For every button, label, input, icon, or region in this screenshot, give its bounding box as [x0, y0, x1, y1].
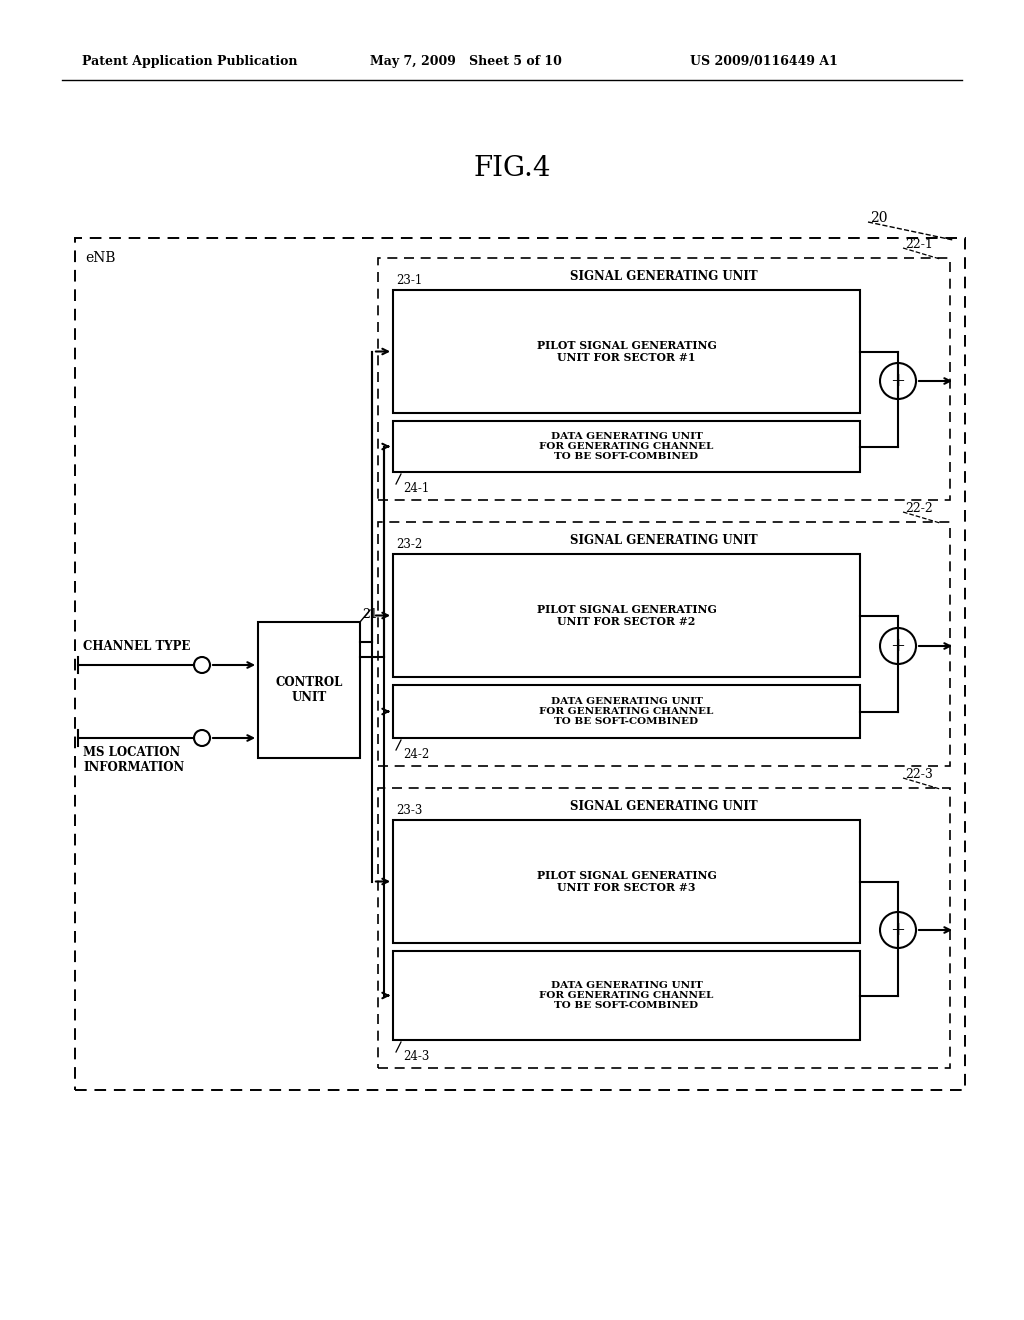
Text: 22-2: 22-2: [905, 502, 933, 515]
Text: US 2009/0116449 A1: US 2009/0116449 A1: [690, 55, 838, 69]
Bar: [393, 685, 860, 738]
Text: 22-1: 22-1: [905, 238, 933, 251]
Text: CONTROL
UNIT: CONTROL UNIT: [275, 676, 343, 704]
Bar: [393, 554, 860, 677]
Bar: [393, 820, 860, 942]
Bar: [378, 521, 950, 766]
Bar: [378, 788, 950, 1068]
Bar: [393, 421, 860, 473]
Text: +: +: [891, 921, 905, 939]
Bar: [258, 622, 360, 758]
Text: DATA GENERATING UNIT
FOR GENERATING CHANNEL
TO BE SOFT-COMBINED: DATA GENERATING UNIT FOR GENERATING CHAN…: [540, 697, 714, 726]
Text: Patent Application Publication: Patent Application Publication: [82, 55, 298, 69]
Text: MS LOCATION
INFORMATION: MS LOCATION INFORMATION: [83, 746, 184, 774]
Text: 22-3: 22-3: [905, 767, 933, 780]
Text: PILOT SIGNAL GENERATING
UNIT FOR SECTOR #1: PILOT SIGNAL GENERATING UNIT FOR SECTOR …: [537, 339, 717, 363]
Text: May 7, 2009   Sheet 5 of 10: May 7, 2009 Sheet 5 of 10: [370, 55, 562, 69]
Bar: [75, 238, 965, 1090]
Text: 21: 21: [362, 607, 378, 620]
Text: 24-3: 24-3: [403, 1049, 429, 1063]
Text: +: +: [891, 372, 905, 389]
Text: 23-1: 23-1: [396, 273, 422, 286]
Bar: [378, 257, 950, 500]
Bar: [393, 290, 860, 413]
Text: FIG.4: FIG.4: [473, 154, 551, 181]
Text: PILOT SIGNAL GENERATING
UNIT FOR SECTOR #2: PILOT SIGNAL GENERATING UNIT FOR SECTOR …: [537, 603, 717, 627]
Text: SIGNAL GENERATING UNIT: SIGNAL GENERATING UNIT: [570, 269, 758, 282]
Text: DATA GENERATING UNIT
FOR GENERATING CHANNEL
TO BE SOFT-COMBINED: DATA GENERATING UNIT FOR GENERATING CHAN…: [540, 981, 714, 1010]
Text: 23-3: 23-3: [396, 804, 422, 817]
Text: SIGNAL GENERATING UNIT: SIGNAL GENERATING UNIT: [570, 800, 758, 813]
Text: 24-1: 24-1: [403, 482, 429, 495]
Text: CHANNEL TYPE: CHANNEL TYPE: [83, 640, 190, 653]
Text: DATA GENERATING UNIT
FOR GENERATING CHANNEL
TO BE SOFT-COMBINED: DATA GENERATING UNIT FOR GENERATING CHAN…: [540, 432, 714, 462]
Text: 23-2: 23-2: [396, 537, 422, 550]
Text: 24-2: 24-2: [403, 747, 429, 760]
Text: eNB: eNB: [85, 251, 116, 265]
Text: +: +: [891, 638, 905, 655]
Text: PILOT SIGNAL GENERATING
UNIT FOR SECTOR #3: PILOT SIGNAL GENERATING UNIT FOR SECTOR …: [537, 870, 717, 894]
Text: 20: 20: [870, 211, 888, 224]
Bar: [393, 950, 860, 1040]
Text: SIGNAL GENERATING UNIT: SIGNAL GENERATING UNIT: [570, 533, 758, 546]
